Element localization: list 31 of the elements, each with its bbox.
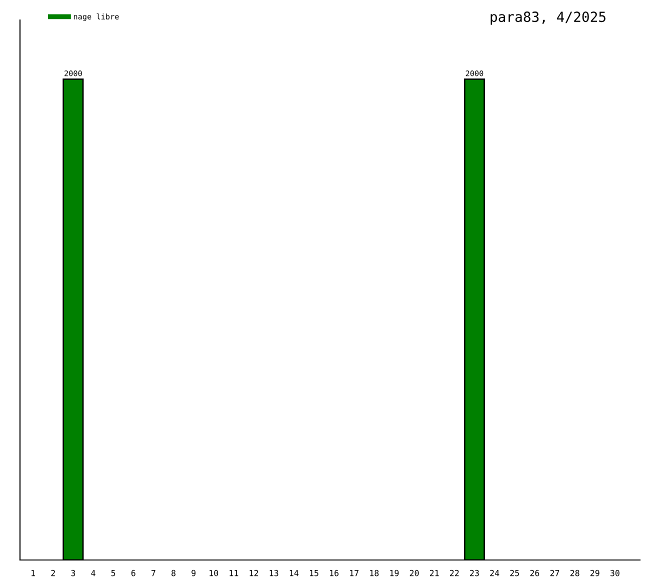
- x-tick-label: 25: [510, 570, 519, 576]
- chart-title: para83, 4/2025: [490, 12, 606, 25]
- x-tick-label: 20: [410, 570, 419, 576]
- x-tick-label: 14: [290, 570, 298, 576]
- x-tick-label: 24: [490, 570, 500, 576]
- x-tick-label: 29: [590, 570, 600, 576]
- x-tick-label: 12: [250, 570, 258, 576]
- x-tick-label: 6: [131, 570, 136, 576]
- x-tick-label: 26: [530, 570, 540, 576]
- x-tick-label: 10: [210, 570, 218, 576]
- x-tick-label: 1: [32, 570, 35, 576]
- x-tick-label: 3: [71, 570, 76, 576]
- x-tick-label: 28: [570, 570, 580, 576]
- x-tick-label: 2: [51, 570, 55, 576]
- x-tick-label: 21: [430, 570, 439, 576]
- x-tick-label: 30: [610, 570, 620, 576]
- x-tick-label: 7: [151, 570, 156, 576]
- x-tick-label: 11: [230, 570, 238, 576]
- x-tick-label: 19: [390, 570, 399, 576]
- x-tick-label: 15: [310, 570, 318, 576]
- x-tick-label: 27: [550, 570, 560, 576]
- x-tick-label: 4: [91, 570, 96, 576]
- x-tick-label: 23: [470, 570, 479, 576]
- x-tick-label: 5: [111, 570, 116, 576]
- x-tick-label: 13: [270, 570, 278, 576]
- x-tick-label: 16: [330, 570, 338, 576]
- x-tick-label: 18: [370, 570, 379, 576]
- x-tick-label: 9: [192, 570, 196, 576]
- x-tick-label: 8: [172, 570, 176, 576]
- x-tick-label: 22: [450, 570, 459, 576]
- x-tick-label: 17: [350, 570, 358, 576]
